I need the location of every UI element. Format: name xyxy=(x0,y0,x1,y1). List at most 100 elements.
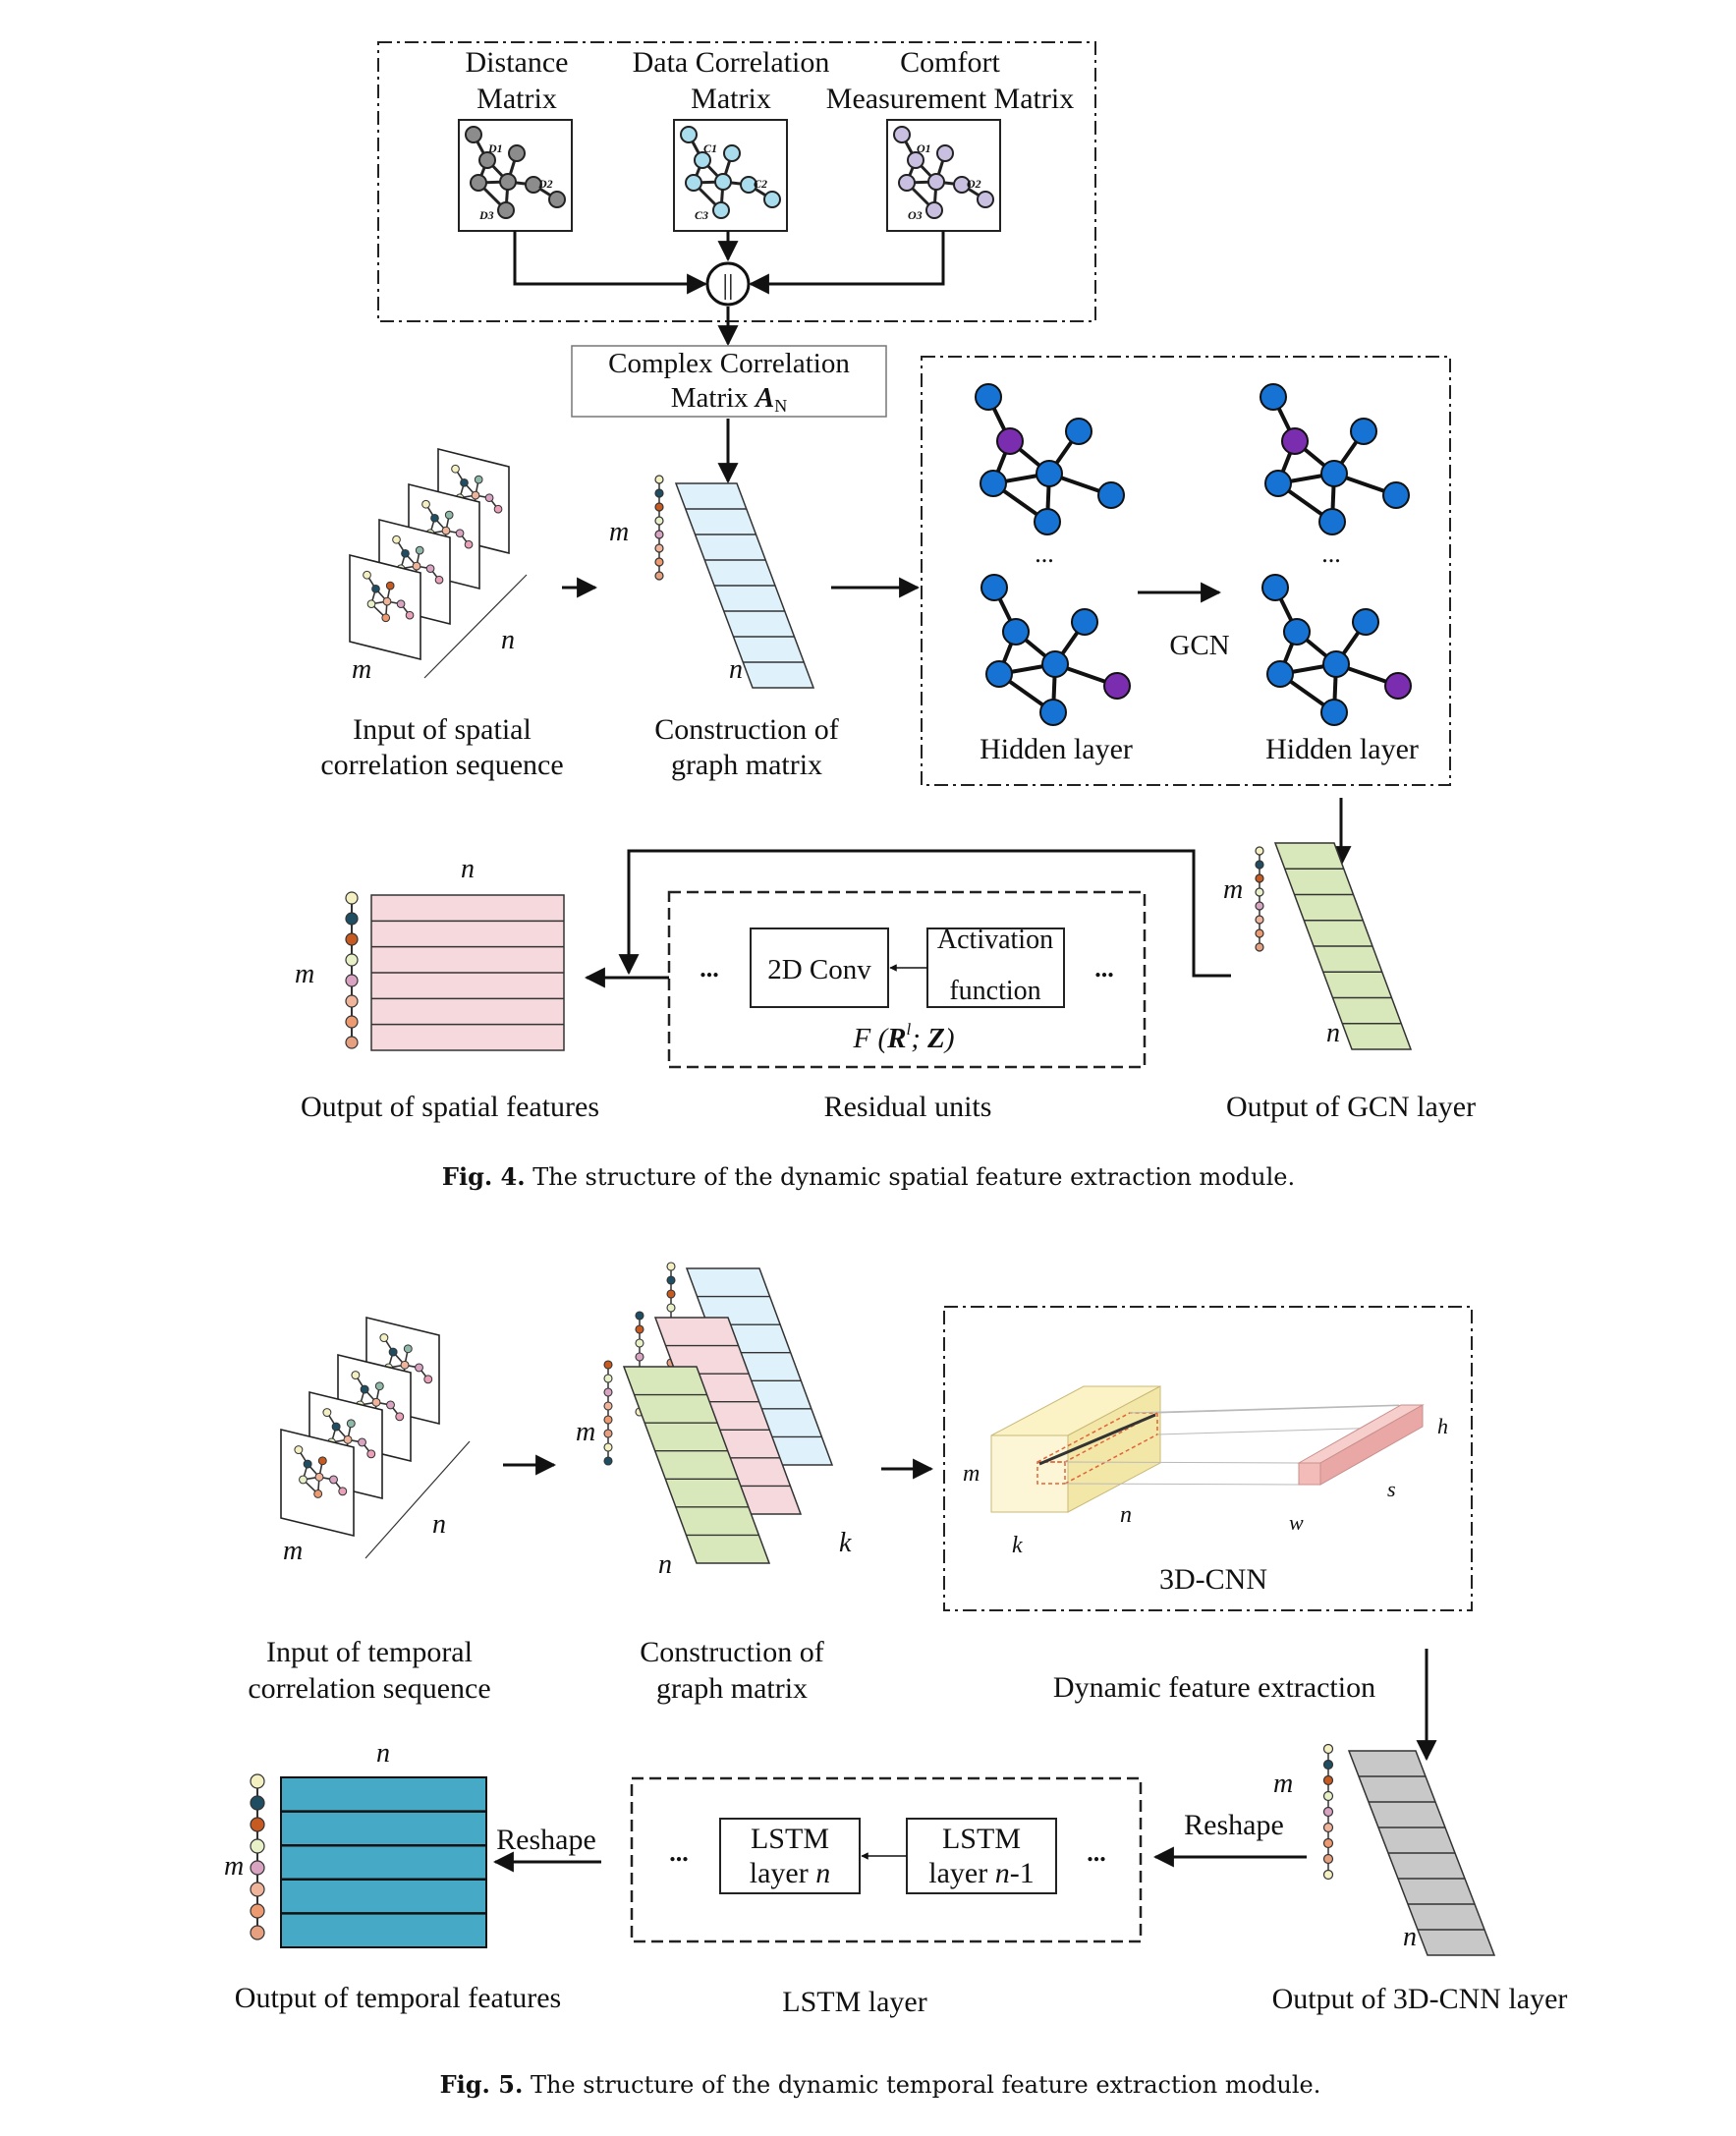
gcn-node xyxy=(980,574,1008,601)
dim-m-label-6: m xyxy=(576,1417,595,1447)
spatial-output-node-chain xyxy=(345,891,359,1049)
chain-node xyxy=(654,557,664,567)
graph-matrix-node-chain xyxy=(654,475,664,581)
chain-node xyxy=(666,1262,676,1271)
graph-matrix-layer xyxy=(622,1366,771,1564)
frame-node xyxy=(379,1333,389,1343)
concat-operator xyxy=(705,261,751,307)
concat-symbol: || xyxy=(722,270,733,301)
frame-node xyxy=(400,1360,410,1370)
gcn-node xyxy=(996,427,1024,455)
residual-formula: F (Rl; Z) xyxy=(852,1020,954,1054)
frame-node xyxy=(385,581,395,590)
temporal-output-label: Output of temporal features xyxy=(235,1982,561,2014)
cnn-dim-n: n xyxy=(1120,1502,1132,1528)
chain-node xyxy=(345,1036,359,1049)
gcn-graphs xyxy=(975,383,1412,726)
frame-node xyxy=(322,1408,332,1418)
residual-dots-right: ... xyxy=(1094,954,1114,983)
temporal-construction-label: Construction of xyxy=(640,1636,824,1668)
construction-label-2: graph matrix xyxy=(671,749,822,781)
frame-node xyxy=(471,490,480,500)
chain-node xyxy=(345,912,359,926)
svg-text:D3: D3 xyxy=(478,208,494,222)
spatial-output-matrix xyxy=(370,894,565,1051)
chain-node xyxy=(603,1415,613,1425)
complex-matrix-box xyxy=(571,345,887,418)
frame-graph xyxy=(351,1371,405,1424)
chain-node xyxy=(603,1429,613,1438)
chain-node xyxy=(603,1401,613,1411)
frame-node xyxy=(425,564,435,574)
cnn-output-label: Output of 3D-CNN layer xyxy=(1272,1983,1568,2015)
gcn-node xyxy=(1384,672,1412,700)
gcn-node xyxy=(1103,672,1131,700)
frame-node xyxy=(403,1344,413,1354)
cnn-dim-k: k xyxy=(1012,1533,1023,1558)
frame-node xyxy=(430,513,439,523)
gcn-box xyxy=(921,356,1451,786)
chain-node xyxy=(250,1817,265,1832)
frame-node xyxy=(381,613,391,623)
frame-node xyxy=(313,1489,323,1498)
temporal-input-label-2: correlation sequence xyxy=(248,1672,490,1705)
frame-node xyxy=(460,478,469,487)
comfort-graph: O1 O2 O3 xyxy=(886,119,1001,232)
frame-node xyxy=(366,1449,376,1459)
gcn-dots-left: ... xyxy=(1035,539,1054,568)
gcn-node xyxy=(1034,508,1061,535)
comfort-label-2: Measurement Matrix xyxy=(826,83,1074,115)
chain-node xyxy=(603,1456,613,1466)
chain-node xyxy=(1255,942,1264,952)
chain-node xyxy=(345,932,359,946)
frame-node xyxy=(299,1475,308,1485)
gcn-node xyxy=(1318,508,1346,535)
activation-label: Activation xyxy=(937,925,1053,955)
chain-node xyxy=(1322,1837,1334,1849)
chain-node xyxy=(250,1838,265,1854)
cnn-output-parallelogram xyxy=(1347,1750,1496,1956)
chain-node xyxy=(250,1860,265,1876)
frame-node xyxy=(421,499,430,509)
frame-node xyxy=(386,1400,395,1410)
residual-dots-left: ... xyxy=(700,954,719,983)
chain-node xyxy=(345,994,359,1008)
chain-node xyxy=(1322,1759,1334,1771)
chain-node xyxy=(345,891,359,905)
construction-label: Construction of xyxy=(654,713,839,746)
conv-2d-label: 2D Conv xyxy=(767,954,871,985)
gcn-node xyxy=(1320,460,1348,487)
frame-node xyxy=(444,510,454,520)
chain-node xyxy=(603,1360,613,1370)
sequence-frame xyxy=(280,1428,355,1538)
hidden-layer-label-left: Hidden layer xyxy=(980,733,1133,765)
chain-node xyxy=(1255,860,1264,870)
lstm-dots-left: ... xyxy=(669,1838,689,1867)
chain-node xyxy=(1322,1743,1334,1755)
chain-node xyxy=(654,571,664,581)
frame-node xyxy=(371,584,380,593)
activation-label-2: function xyxy=(949,976,1040,1006)
gcn-output-parallelogram xyxy=(1273,842,1413,1050)
chain-node xyxy=(345,953,359,967)
lstm-box xyxy=(630,1776,1143,1943)
graph-matrix-parallelogram xyxy=(674,482,815,689)
complex-matrix-label: Complex Correlation xyxy=(608,348,850,379)
gcn-node xyxy=(985,660,1013,688)
lstm-layer-n-label-2: layer n xyxy=(750,1857,830,1889)
lstm-layer-n-box xyxy=(719,1818,861,1894)
lstm-layer-n1-label: LSTM xyxy=(942,1823,1021,1855)
gcn-label: GCN xyxy=(1169,630,1229,661)
complex-matrix-label-2: Matrix AN xyxy=(671,382,788,416)
gcn-node xyxy=(1065,418,1092,445)
chain-node xyxy=(654,502,664,512)
frame-node xyxy=(392,534,401,544)
frame-node xyxy=(329,1475,338,1485)
frame-node xyxy=(396,599,406,609)
chain-node xyxy=(1322,1774,1334,1786)
chain-node xyxy=(345,974,359,987)
temporal-output-node-chain xyxy=(250,1773,265,1940)
temporal-graph-matrices xyxy=(603,1262,834,1564)
dim-m-label-8: m xyxy=(224,1851,244,1882)
frame-node xyxy=(415,545,424,555)
